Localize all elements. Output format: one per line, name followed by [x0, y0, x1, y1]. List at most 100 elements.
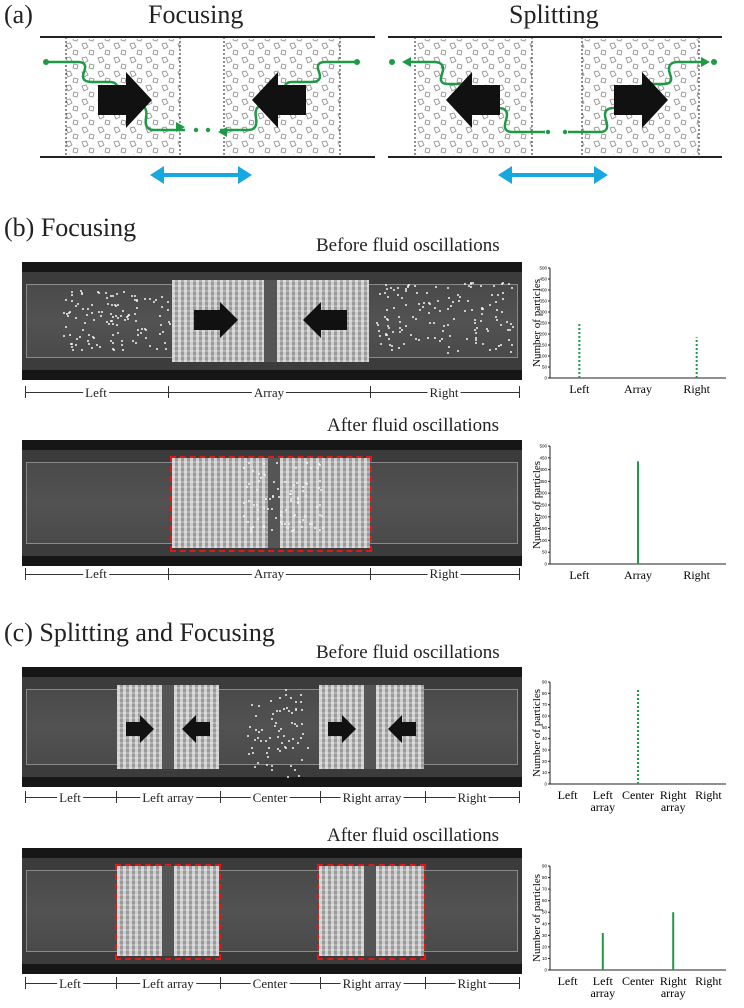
particle [75, 343, 78, 346]
particle [285, 508, 288, 511]
particle [279, 520, 282, 523]
particle [270, 699, 273, 702]
particle [64, 299, 67, 302]
particle [121, 339, 124, 342]
particle [272, 712, 275, 715]
y-tick-label: 450 [539, 455, 547, 460]
particle [251, 751, 254, 754]
particle [256, 736, 259, 739]
particle-count-chart-2: 0 50 100 150 200 250 300 350 400 450 500 Left Array R… [531, 444, 726, 582]
particle [280, 727, 283, 730]
particle [116, 304, 119, 307]
region-right: Right [455, 790, 489, 805]
y-tick-label: 350 [539, 479, 547, 484]
particle [159, 314, 162, 317]
particle [299, 521, 302, 524]
x-category-label: Right [683, 568, 710, 582]
particle [467, 284, 470, 287]
region-right: Right [427, 385, 461, 400]
particle [262, 524, 265, 527]
particle [259, 477, 262, 479]
particle [427, 302, 430, 305]
particle [405, 290, 408, 293]
particle [283, 707, 286, 710]
particle [82, 329, 85, 332]
particle [433, 307, 436, 310]
particle [482, 343, 485, 346]
particle [88, 343, 91, 346]
y-tick-label: 350 [539, 299, 547, 304]
particle [425, 291, 428, 294]
panel-c-before-title: Before fluid oscillations [316, 642, 500, 663]
particle [111, 316, 114, 319]
particle [258, 731, 261, 734]
particle [273, 481, 276, 484]
particle [302, 490, 305, 493]
particle [111, 303, 114, 306]
particle [292, 529, 295, 532]
particle [405, 325, 408, 328]
particle [91, 347, 94, 350]
particle [467, 299, 470, 302]
y-tick-label: 90 [542, 680, 548, 685]
particle [447, 323, 450, 326]
left-array-highlight-box [115, 864, 221, 960]
particle [319, 479, 322, 482]
panel-b-after-title: After fluid oscillations [327, 415, 500, 436]
y-tick-label: 300 [539, 491, 547, 496]
particle [283, 746, 286, 749]
particle [251, 746, 254, 749]
particle [137, 334, 140, 337]
particle [304, 481, 307, 484]
particle [269, 737, 272, 740]
x-category-label: array [590, 800, 615, 814]
particle [400, 329, 403, 332]
particle [474, 328, 477, 331]
particle [262, 526, 265, 529]
particle [287, 527, 290, 530]
particle [256, 489, 259, 492]
particle [500, 282, 503, 285]
particle [400, 297, 403, 300]
particle [115, 323, 118, 326]
particle [297, 742, 300, 745]
particle [301, 518, 304, 521]
particle [451, 300, 454, 303]
particle [279, 514, 282, 517]
particle [67, 312, 70, 315]
particle [299, 701, 302, 704]
particle [247, 734, 249, 737]
y-tick-label: 50 [542, 365, 548, 370]
x-category-label: array [661, 800, 686, 814]
particle [388, 344, 391, 347]
y-tick-label: 500 [539, 444, 547, 449]
x-category-label: Left [558, 974, 579, 988]
particle [254, 729, 257, 732]
particle [111, 334, 114, 337]
particle [292, 515, 295, 518]
particle [295, 482, 298, 485]
particle [448, 346, 451, 348]
particle [95, 344, 98, 347]
y-tick-label: 0 [544, 968, 547, 973]
particle [169, 323, 171, 326]
particle [390, 349, 393, 352]
region-right: Right [455, 976, 489, 991]
splitting-title: Splitting [509, 0, 599, 29]
x-category-label: Left [593, 788, 614, 802]
particle [471, 282, 474, 285]
particle [493, 285, 496, 288]
particle [285, 693, 288, 696]
particle [495, 348, 498, 351]
y-tick-label: 30 [542, 933, 548, 938]
particle [121, 349, 124, 352]
particle [263, 472, 266, 475]
particle [167, 309, 170, 312]
particle [277, 488, 280, 491]
particle [496, 294, 499, 297]
particle [143, 297, 146, 300]
particle [500, 311, 503, 314]
particle [148, 344, 151, 347]
particle [264, 473, 267, 476]
particle [276, 748, 279, 751]
